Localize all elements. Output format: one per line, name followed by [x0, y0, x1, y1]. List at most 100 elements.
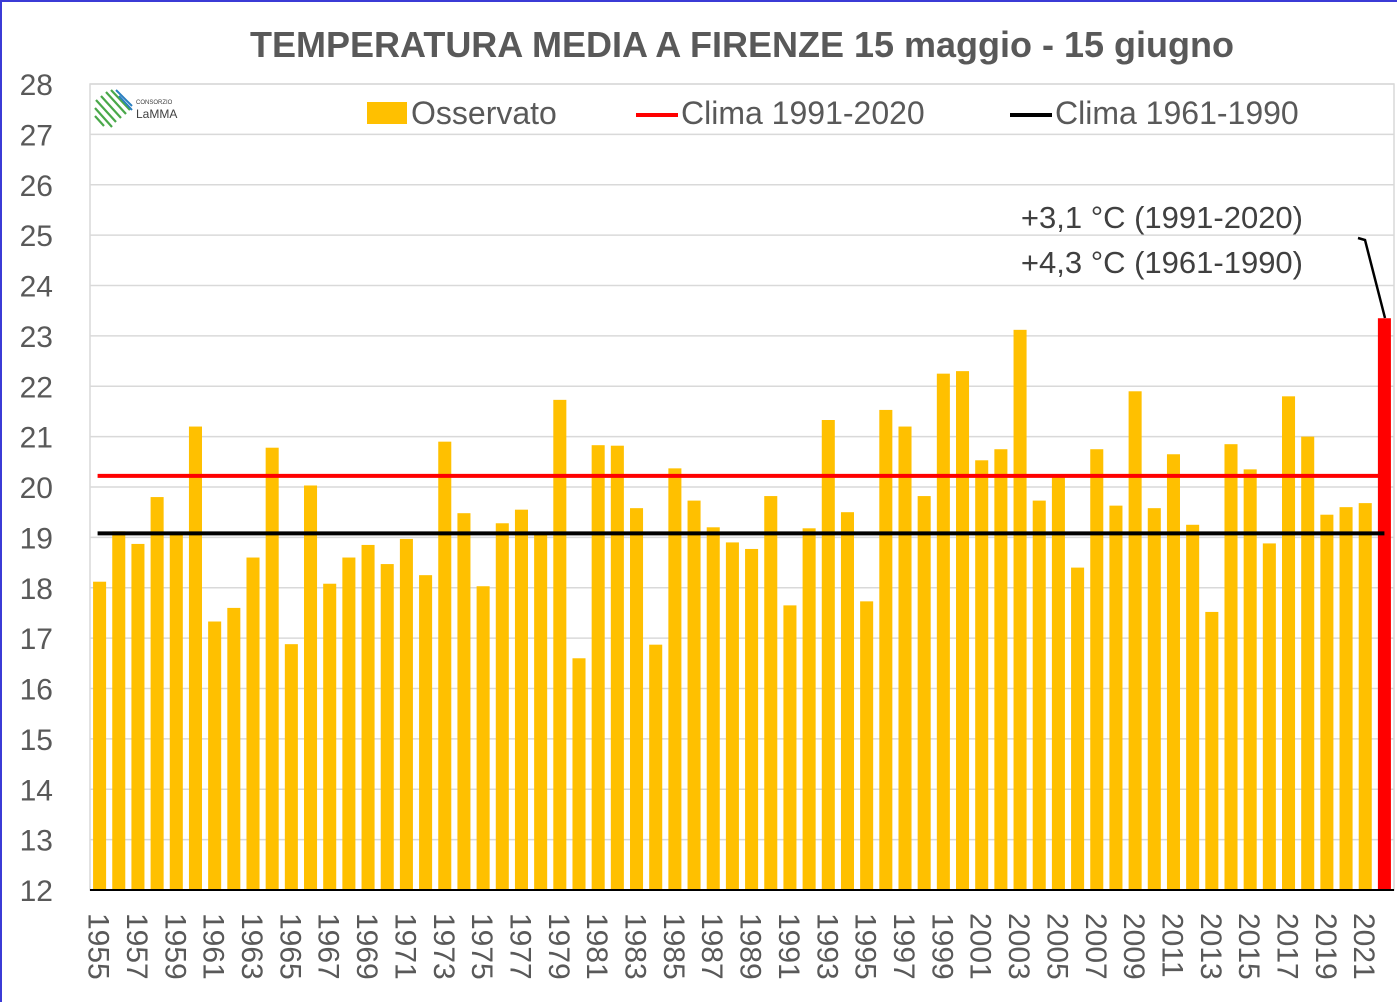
bar [1109, 505, 1123, 890]
bar [898, 426, 912, 890]
bar [879, 409, 893, 890]
bar [1377, 318, 1391, 890]
x-tick-label: 1969 [350, 913, 383, 980]
y-axis: 12 13 14 15 16 17 18 19 20 21 22 23 24 25 26 27 28 [20, 69, 53, 908]
x-tick-label: 2011 [1155, 913, 1188, 978]
bar [169, 532, 183, 890]
y-tick-label: 15 [20, 724, 53, 757]
bar [745, 548, 759, 890]
logo-mark-accent [115, 89, 133, 111]
x-tick-label: 2009 [1117, 913, 1150, 980]
bar [1090, 449, 1104, 890]
bar [1282, 396, 1296, 890]
bar [495, 523, 509, 890]
x-tick-label: 2003 [1002, 913, 1035, 980]
x-tick-label: 1959 [158, 913, 191, 980]
x-tick-label: 1979 [542, 913, 575, 980]
x-tick-label: 1957 [120, 913, 153, 980]
bar [706, 527, 720, 890]
x-tick-label: 2007 [1079, 913, 1112, 980]
bar [860, 601, 874, 890]
y-tick-label: 26 [20, 170, 53, 203]
bar [1128, 391, 1142, 890]
x-tick-label: 1971 [388, 913, 421, 980]
bar [476, 586, 490, 890]
bar [840, 512, 854, 890]
bar [1205, 611, 1219, 890]
bar [1358, 503, 1372, 890]
bar [188, 426, 202, 890]
legend-label-clima-1991-2020: Clima 1991-2020 [681, 95, 925, 131]
bar [265, 447, 279, 890]
bar [1032, 500, 1046, 890]
x-tick-label: 1961 [197, 913, 230, 980]
legend-label-observed: Osservato [411, 95, 557, 131]
x-tick-label: 1981 [580, 913, 613, 980]
y-tick-label: 25 [20, 220, 53, 253]
x-tick-label: 1983 [619, 913, 652, 980]
bar [342, 557, 356, 890]
logo-mark [94, 89, 131, 128]
x-tick-label: 1991 [772, 913, 805, 980]
x-tick-label: 1999 [925, 913, 958, 980]
x-tick-label: 2001 [964, 913, 997, 980]
y-tick-label: 28 [20, 69, 53, 102]
bar [534, 532, 548, 890]
bar [246, 557, 260, 890]
bar [1147, 508, 1161, 890]
y-tick-label: 16 [20, 674, 53, 707]
x-tick-label: 1987 [695, 913, 728, 980]
lamma-logo: CONSORZIO LaMMA [94, 89, 177, 128]
bar [802, 528, 816, 890]
bar [591, 445, 605, 890]
bar [323, 583, 337, 890]
bar [150, 497, 164, 890]
bar [1224, 444, 1238, 890]
legend: Osservato Clima 1991-2020 Clima 1961-199… [367, 95, 1299, 131]
x-tick-label: 1977 [503, 913, 536, 980]
x-tick-label: 1993 [810, 913, 843, 980]
bar [610, 445, 624, 890]
y-tick-label: 13 [20, 825, 53, 858]
x-tick-label: 2013 [1194, 913, 1227, 980]
logo-name: LaMMA [136, 107, 177, 121]
bar [668, 468, 682, 890]
x-tick-label: 1995 [849, 913, 882, 980]
annotation: +3,1 °C (1991-2020) +4,3 °C (1961-1990) [1021, 200, 1387, 319]
bar [917, 496, 931, 890]
logo-small-text: CONSORZIO [136, 100, 173, 106]
bar [361, 544, 375, 890]
bar [399, 538, 413, 890]
x-tick-label: 2005 [1040, 913, 1073, 980]
x-tick-label: 1965 [273, 913, 306, 980]
bar [725, 542, 739, 890]
bar [1071, 567, 1085, 890]
bar [1013, 329, 1027, 891]
x-tick-label: 1973 [427, 913, 460, 980]
x-tick-label: 1975 [465, 913, 498, 980]
x-tick-label: 2019 [1309, 913, 1342, 980]
bar [380, 564, 394, 890]
bar [936, 373, 950, 890]
legend-label-clima-1961-1990: Clima 1961-1990 [1055, 95, 1299, 131]
y-tick-label: 24 [20, 271, 53, 304]
bars [93, 318, 1391, 891]
bar [1051, 476, 1065, 890]
y-tick-label: 14 [20, 774, 53, 807]
y-tick-label: 21 [20, 422, 53, 455]
x-tick-label: 2021 [1347, 913, 1380, 980]
x-axis: 1955 1957 1959 1961 1963 1965 1967 1969 1971 1973… [82, 913, 1381, 980]
bar [438, 441, 452, 890]
bar [457, 513, 471, 890]
bar [1243, 469, 1257, 890]
bar [956, 371, 970, 890]
y-tick-label: 23 [20, 321, 53, 354]
bar [687, 500, 701, 890]
y-tick-label: 17 [20, 623, 53, 656]
annotation-anomaly-1991-2020: +3,1 °C (1991-2020) [1021, 200, 1303, 235]
x-tick-label: 1963 [235, 913, 268, 980]
bar [975, 460, 989, 890]
bar [112, 531, 126, 890]
